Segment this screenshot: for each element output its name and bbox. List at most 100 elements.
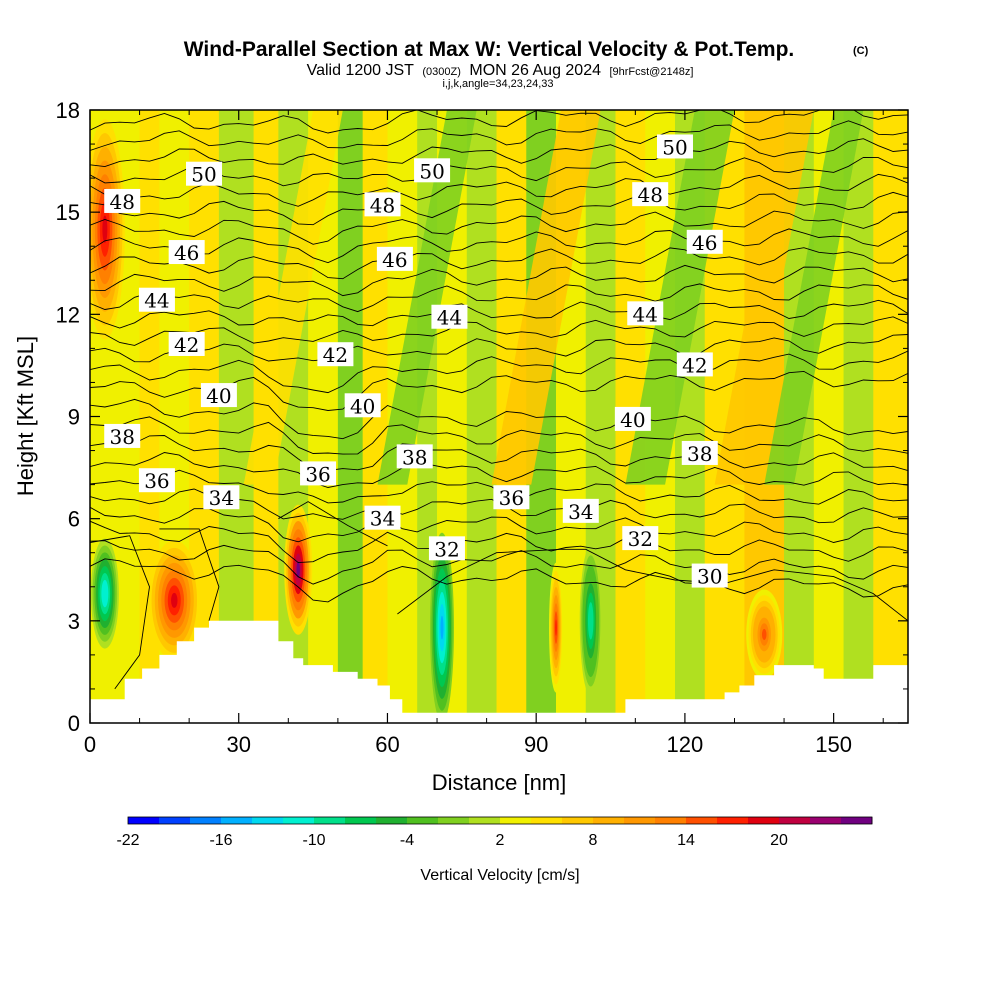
- isentrope-label: 34: [203, 485, 240, 510]
- y-axis-title: Height [Kft MSL]: [13, 336, 38, 496]
- subtitle-valid: Valid 1200 JST: [307, 62, 415, 79]
- y-tick-label: 18: [56, 98, 80, 123]
- isentrope-line: [90, 350, 908, 394]
- label-text: 50: [419, 159, 444, 183]
- field-stripe: [119, 110, 141, 723]
- label-text: 42: [174, 333, 199, 357]
- isentropes-layer: [90, 110, 908, 690]
- colorbar-title: Vertical Velocity [cm/s]: [420, 867, 579, 884]
- isentrope-label: 30: [691, 563, 728, 589]
- label-text: 50: [662, 135, 687, 159]
- isentrope-label: 32: [428, 536, 465, 561]
- label-text: 30: [697, 565, 722, 589]
- isentrope-label: 38: [396, 444, 433, 469]
- label-text: 34: [370, 507, 395, 531]
- colorbar-swatch: [252, 817, 284, 824]
- label-text: 32: [434, 537, 459, 561]
- isentrope-label: 46: [686, 229, 723, 255]
- label-box: [104, 188, 141, 213]
- label-text: 40: [350, 394, 375, 418]
- colorbar-swatch: [686, 817, 718, 824]
- label-box: [200, 383, 237, 408]
- isentrope-label: 48: [364, 192, 401, 217]
- field-band: [243, 110, 343, 485]
- isentrope-line: [90, 156, 908, 187]
- label-box: [168, 331, 205, 356]
- label-box: [676, 352, 713, 377]
- isentrope-label: 40: [200, 383, 237, 408]
- colorbar-swatch: [779, 817, 811, 824]
- isentrope-label: 40: [344, 393, 381, 418]
- x-tick-label: 150: [815, 732, 852, 757]
- colorbar: -22 -16 -10 -4 2 8 14 20: [116, 816, 873, 849]
- isentrope-line: [90, 435, 908, 472]
- velocity-core: [761, 628, 767, 641]
- colorbar-frame: [127, 816, 873, 825]
- label-text: 44: [633, 302, 658, 326]
- label-text: 48: [637, 183, 662, 207]
- field-band: [714, 110, 814, 485]
- isentrope-label: 44: [431, 304, 468, 330]
- label-text: 48: [370, 193, 395, 217]
- isentrope-label: 46: [376, 246, 413, 272]
- label-text: 42: [682, 353, 707, 377]
- colorbar-swatch: [128, 817, 160, 824]
- isentrope-line: [90, 520, 908, 564]
- chart-title-copyright: (C): [853, 45, 869, 57]
- label-box: [138, 468, 175, 493]
- label-box: [186, 161, 223, 186]
- label-box: [431, 304, 468, 329]
- colorbar-swatch: [717, 817, 749, 824]
- label-text: 34: [568, 500, 593, 524]
- isentrope-label: 44: [138, 287, 175, 313]
- colorbar-swatch: [407, 817, 439, 824]
- chart-title: Wind-Parallel Section at Max W: Vertical…: [184, 38, 795, 61]
- colorbar-swatch: [221, 817, 253, 824]
- y-tick-label: 15: [56, 200, 80, 225]
- isentrope-line: [90, 416, 908, 455]
- y-tick-label: 9: [68, 405, 80, 430]
- isentrope-label: 50: [186, 161, 223, 187]
- label-box: [104, 423, 141, 448]
- isentrope-label: 42: [317, 342, 354, 367]
- isentrope-label: 46: [168, 240, 205, 265]
- x-axis: 0 30 60 90 120 150: [84, 110, 884, 757]
- isentrope-line: [90, 173, 908, 207]
- isentrope-line: [90, 535, 150, 690]
- label-text: 32: [628, 527, 653, 551]
- isentrope-label: 36: [493, 485, 530, 510]
- isentrope-line: [90, 110, 908, 134]
- label-text: 38: [687, 442, 712, 466]
- label-box: [562, 498, 599, 523]
- x-axis-title: Distance [nm]: [432, 770, 567, 795]
- label-box: [681, 440, 718, 465]
- label-box: [138, 287, 175, 312]
- colorbar-swatch: [624, 817, 656, 824]
- field-stripe: [466, 110, 498, 723]
- isentrope-line: [90, 264, 908, 297]
- colorbar-swatch: [283, 817, 315, 824]
- field-band: [491, 110, 601, 485]
- label-box: [414, 158, 451, 183]
- isentrope-line: [90, 299, 908, 329]
- label-text: 44: [437, 306, 462, 330]
- colorbar-swatch: [841, 817, 873, 824]
- isentrope-label: 50: [414, 158, 451, 183]
- isentrope-label: 44: [627, 301, 664, 326]
- label-text: 36: [144, 469, 169, 493]
- isentrope-line: [159, 528, 220, 621]
- isentrope-label: 38: [681, 440, 718, 466]
- colorbar-swatch: [438, 817, 470, 824]
- isentrope-label: 40: [614, 406, 651, 432]
- colorbar-tick-label: 14: [677, 832, 695, 849]
- label-box: [300, 461, 337, 486]
- colorbar-tick-label: 8: [589, 832, 598, 849]
- isentrope-label: 42: [168, 331, 205, 357]
- x-tick-label: 0: [84, 732, 96, 757]
- isentrope-line: [90, 540, 908, 585]
- subtitle-utc: (0300Z): [422, 66, 461, 78]
- label-text: 38: [402, 445, 427, 469]
